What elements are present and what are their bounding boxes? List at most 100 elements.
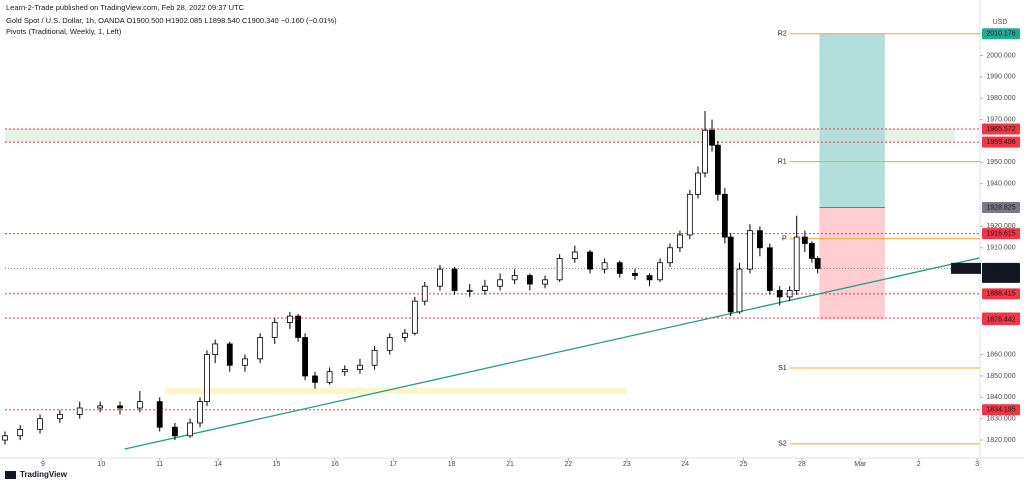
- logo: [5, 471, 16, 479]
- candle-body: [736, 268, 743, 313]
- pivot-label: P: [782, 236, 787, 243]
- chart-title: Gold Spot / U.S. Dollar, 1h, OANDA O1900…: [6, 16, 337, 25]
- candle-body: [786, 290, 793, 298]
- y-tick-label: 1970.000: [986, 116, 1015, 123]
- candle-body: [257, 337, 264, 360]
- price-label: 1834.195: [986, 407, 1015, 414]
- candle-body: [709, 129, 715, 146]
- candle-body: [421, 285, 428, 302]
- pivot-label: S1: [778, 365, 787, 372]
- candle-body: [386, 337, 393, 351]
- candle-body: [156, 401, 163, 428]
- candle-body: [357, 364, 363, 370]
- candle-body: [646, 275, 653, 281]
- candle-body: [371, 349, 378, 366]
- candle-body: [667, 247, 673, 264]
- y-tick-label: 1990.000: [986, 74, 1015, 81]
- last-price-label: 1900.340: [986, 265, 1015, 272]
- price-label-bg: [982, 404, 1020, 416]
- candle-body: [571, 251, 578, 259]
- zone: [5, 129, 955, 143]
- candle-body: [526, 275, 533, 285]
- candle-body: [171, 426, 178, 437]
- last-price-bg: [982, 262, 1020, 283]
- candle-body: [727, 236, 734, 313]
- countdown: 22:40: [992, 274, 1010, 281]
- candle-body: [117, 405, 123, 409]
- candle-body: [17, 428, 24, 437]
- candle-body: [601, 262, 608, 270]
- candle-body: [451, 268, 458, 291]
- candle-body: [204, 354, 210, 402]
- candle-body: [556, 258, 563, 281]
- pivot-label: R1: [778, 158, 787, 165]
- candle-body: [187, 422, 193, 437]
- x-tick-label: 16: [331, 461, 339, 468]
- symbol: XAUUSD: [951, 265, 980, 272]
- symbol-bg: [951, 262, 981, 274]
- pivot-label: R2: [778, 31, 787, 38]
- candle-body: [497, 279, 503, 287]
- candle-body: [677, 234, 683, 249]
- pivot-label: S2: [778, 441, 787, 448]
- candle-body: [616, 262, 623, 274]
- y-tick-label: 1910.000: [986, 245, 1015, 252]
- position-loss: [819, 207, 885, 320]
- price-label: 1888.415: [986, 291, 1015, 298]
- candle-body: [212, 343, 219, 355]
- candle-body: [482, 285, 488, 291]
- candle-body: [402, 332, 408, 338]
- price-label-bg: [982, 313, 1020, 325]
- x-tick-label: 2: [917, 461, 921, 468]
- y-tick-label: 1950.000: [986, 159, 1015, 166]
- x-tick-label: 24: [681, 461, 689, 468]
- zone: [164, 387, 627, 395]
- candle-body: [511, 275, 518, 281]
- trendline: [124, 257, 980, 450]
- price-label-bg: [982, 288, 1020, 300]
- candle-body: [632, 272, 638, 276]
- x-tick-label: 28: [798, 461, 806, 468]
- candle-body: [271, 322, 278, 338]
- candle-body: [466, 290, 473, 292]
- publisher: Learn-2-Trade published on TradingView.c…: [6, 3, 245, 12]
- x-tick-label: 11: [156, 461, 163, 468]
- price-label: 1916.615: [986, 230, 1015, 237]
- x-tick-label: 14: [214, 461, 222, 468]
- candle-body: [721, 193, 728, 238]
- candle-body: [714, 144, 721, 195]
- price-label-bg: [982, 123, 1020, 135]
- y-tick-label: 1980.000: [986, 95, 1015, 102]
- y-tick-label: 1830.000: [986, 416, 1015, 423]
- y-tick-label: 1840.000: [986, 394, 1015, 401]
- candle-body: [695, 172, 701, 195]
- price-label-bg: [982, 228, 1020, 240]
- price-label-bg: [982, 28, 1020, 40]
- candle-body: [793, 236, 800, 291]
- price-label: 1959.406: [986, 139, 1015, 146]
- candle-body: [411, 300, 418, 334]
- candle-body: [312, 375, 318, 383]
- candle-body: [657, 262, 663, 281]
- position-profit: [819, 33, 885, 208]
- candle-body: [76, 407, 83, 415]
- candle-body: [801, 236, 808, 244]
- x-tick-label: 17: [389, 461, 397, 468]
- price-label: 1965.572: [986, 126, 1015, 133]
- candle-body: [542, 279, 548, 285]
- y-tick-label: 1860.000: [986, 351, 1015, 358]
- x-tick-label: 15: [273, 461, 281, 468]
- candle-body: [776, 290, 783, 298]
- candle-body: [242, 358, 248, 366]
- candle-body: [197, 401, 203, 424]
- candle-body: [97, 405, 104, 409]
- y-tick-label: 1920.000: [986, 223, 1015, 230]
- y-tick-label: 1820.000: [986, 437, 1015, 444]
- candle-body: [302, 337, 308, 377]
- candle-body: [702, 129, 708, 174]
- x-tick-label: 9: [41, 461, 45, 468]
- brand: TradingView: [20, 470, 68, 479]
- y-tick-label: 1940.000: [986, 180, 1015, 187]
- candle-body: [2, 435, 8, 441]
